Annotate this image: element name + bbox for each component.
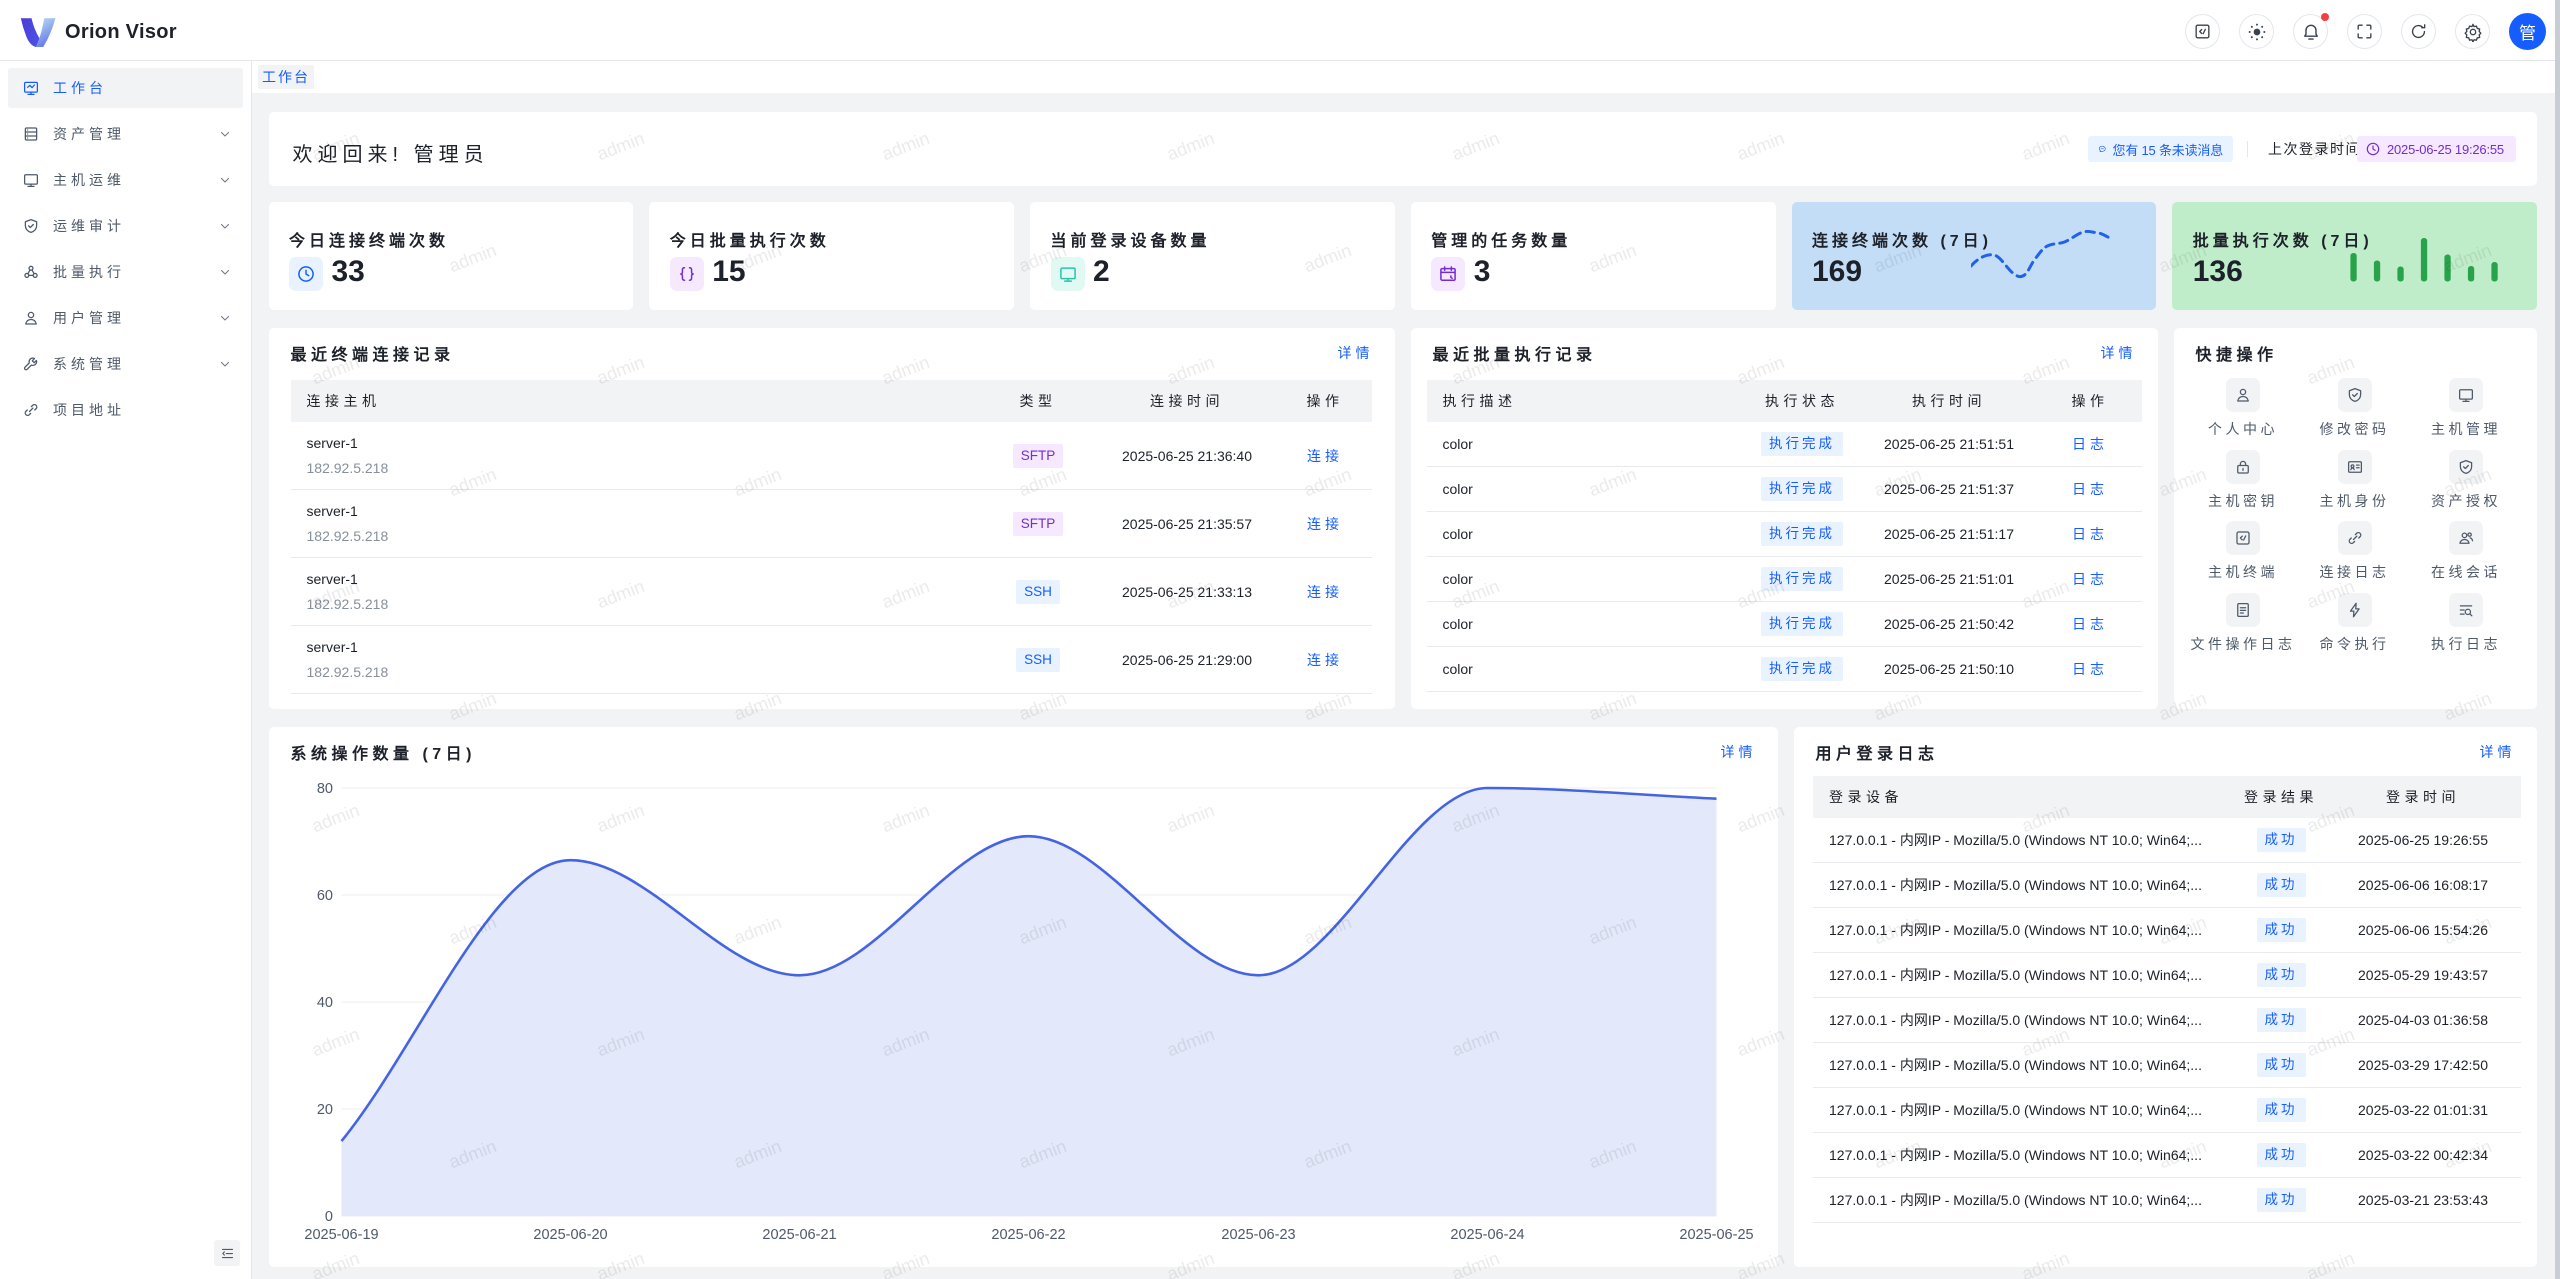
svg-text:80: 80 (316, 781, 332, 797)
svg-text:40: 40 (316, 995, 332, 1011)
svg-text:2025-06-20: 2025-06-20 (533, 1227, 607, 1243)
svg-text:20: 20 (316, 1102, 332, 1118)
svg-text:0: 0 (324, 1209, 332, 1225)
svg-text:60: 60 (316, 888, 332, 904)
svg-text:2025-06-25: 2025-06-25 (1679, 1227, 1753, 1243)
svg-text:2025-06-24: 2025-06-24 (1450, 1227, 1524, 1243)
svg-text:2025-06-19: 2025-06-19 (304, 1227, 378, 1243)
svg-text:2025-06-22: 2025-06-22 (991, 1227, 1065, 1243)
svg-text:2025-06-21: 2025-06-21 (762, 1227, 836, 1243)
svg-text:2025-06-23: 2025-06-23 (1221, 1227, 1295, 1243)
